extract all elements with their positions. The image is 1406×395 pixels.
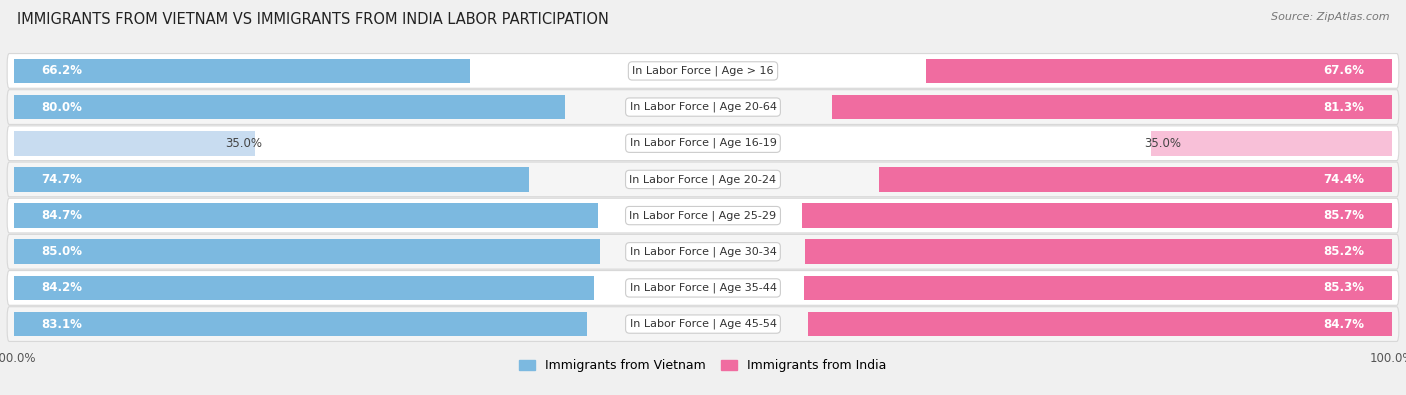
Bar [14,58,470,83]
Text: In Labor Force | Age 25-29: In Labor Force | Age 25-29 [630,210,776,221]
Text: 74.7%: 74.7% [42,173,83,186]
Bar [927,58,1392,83]
FancyBboxPatch shape [7,271,1399,305]
Bar [14,131,256,156]
Text: 74.4%: 74.4% [1323,173,1364,186]
Bar [806,239,1392,264]
Legend: Immigrants from Vietnam, Immigrants from India: Immigrants from Vietnam, Immigrants from… [515,354,891,377]
FancyBboxPatch shape [7,198,1399,233]
Bar [14,95,565,119]
Bar [1152,131,1392,156]
Text: 85.3%: 85.3% [1323,281,1364,294]
Bar [14,239,599,264]
FancyBboxPatch shape [7,90,1399,124]
Text: 85.0%: 85.0% [42,245,83,258]
Text: In Labor Force | Age 45-54: In Labor Force | Age 45-54 [630,319,776,329]
Text: 67.6%: 67.6% [1323,64,1364,77]
Text: In Labor Force | Age 30-34: In Labor Force | Age 30-34 [630,246,776,257]
Text: IMMIGRANTS FROM VIETNAM VS IMMIGRANTS FROM INDIA LABOR PARTICIPATION: IMMIGRANTS FROM VIETNAM VS IMMIGRANTS FR… [17,12,609,27]
Bar [801,203,1392,228]
Bar [14,203,598,228]
Bar [879,167,1392,192]
FancyBboxPatch shape [7,54,1399,88]
Text: In Labor Force | Age 35-44: In Labor Force | Age 35-44 [630,283,776,293]
Text: 84.7%: 84.7% [1323,318,1364,331]
Text: 66.2%: 66.2% [42,64,83,77]
Text: In Labor Force | Age > 16: In Labor Force | Age > 16 [633,66,773,76]
Text: In Labor Force | Age 16-19: In Labor Force | Age 16-19 [630,138,776,149]
FancyBboxPatch shape [7,126,1399,161]
Text: 85.2%: 85.2% [1323,245,1364,258]
Bar [804,276,1392,300]
Bar [14,276,595,300]
Text: 35.0%: 35.0% [225,137,262,150]
FancyBboxPatch shape [7,234,1399,269]
Bar [14,312,586,337]
Text: 35.0%: 35.0% [1144,137,1181,150]
Bar [14,167,529,192]
Bar [832,95,1392,119]
FancyBboxPatch shape [7,307,1399,341]
Text: 85.7%: 85.7% [1323,209,1364,222]
Text: 84.7%: 84.7% [42,209,83,222]
Text: Source: ZipAtlas.com: Source: ZipAtlas.com [1271,12,1389,22]
FancyBboxPatch shape [7,162,1399,197]
Text: In Labor Force | Age 20-24: In Labor Force | Age 20-24 [630,174,776,185]
Bar [808,312,1392,337]
Text: 84.2%: 84.2% [42,281,83,294]
Text: In Labor Force | Age 20-64: In Labor Force | Age 20-64 [630,102,776,112]
Text: 83.1%: 83.1% [42,318,83,331]
Text: 80.0%: 80.0% [42,101,83,114]
Text: 81.3%: 81.3% [1323,101,1364,114]
